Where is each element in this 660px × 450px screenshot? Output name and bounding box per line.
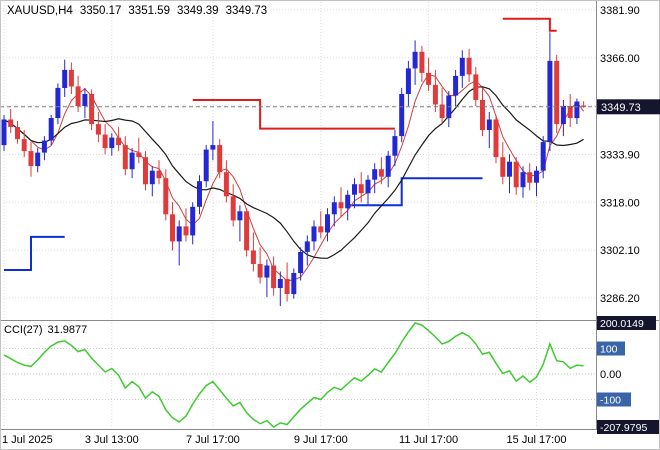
cci-level-badge: [597, 420, 659, 434]
price-axis-label: 3318.00: [600, 197, 640, 209]
cci-axis[interactable]: 200.0149 100 0.00 -100 -207.9795: [597, 316, 659, 434]
cci-level-badge: [597, 392, 631, 407]
price-axis-label: 3366.00: [600, 53, 640, 65]
current-price-badge: [597, 99, 660, 115]
time-axis-label: 1 Jul 2025: [2, 434, 53, 446]
cci-line: [3, 322, 584, 428]
cci-value: 31.9877: [47, 324, 88, 336]
cci-level-badge: [597, 341, 625, 356]
current-price-badge-text: 3349.73: [601, 102, 641, 114]
time-axis[interactable]: 1 Jul 2025 3 Jul 13:00 7 Jul 17:00 9 Jul 17…: [2, 434, 566, 446]
cci-indicator-header: CCI(27) 31.9877: [4, 324, 92, 336]
time-axis-label: 11 Jul 17:00: [399, 434, 458, 446]
time-axis-label: 15 Jul 17:00: [507, 434, 567, 446]
cci-level-badge: [597, 316, 656, 330]
support-step-line: [4, 177, 483, 271]
time-axis-label: 9 Jul 17:00: [294, 434, 348, 446]
high-value: 3351.59: [128, 5, 170, 17]
cci-label: CCI(27): [4, 324, 43, 336]
low-value: 3349.39: [176, 5, 219, 17]
cci-level-badge-text: 200.0149: [600, 318, 644, 330]
close-value: 3349.73: [225, 5, 268, 17]
candles-layer: [1, 32, 587, 307]
price-axis-label: 3381.90: [600, 5, 640, 17]
time-axis-label: 3 Jul 13:00: [85, 434, 139, 446]
grid-layer: [0, 2, 596, 428]
price-axis-label: 3333.90: [600, 150, 640, 162]
time-axis-label: 7 Jul 17:00: [186, 434, 240, 446]
chart-header: XAUUSD,H4 3350.17 3351.59 3349.39 3349.73: [7, 5, 274, 17]
ma-slow-line: [3, 86, 584, 259]
price-axis-label: 3302.10: [600, 245, 640, 257]
cci-level-badge-text: 100: [600, 344, 618, 356]
cci-level-badge-text: -100: [600, 395, 621, 407]
cci-level-badge-text: -207.9795: [600, 422, 647, 434]
price-axis-label: 3286.20: [600, 293, 640, 305]
open-value: 3350.17: [79, 5, 122, 17]
price-axis[interactable]: 3381.90 3366.00 3333.90 3318.00 3302.10 3286.…: [597, 5, 660, 305]
resistance-step-line: [192, 17, 557, 130]
cci-axis-label: 0.00: [600, 369, 621, 381]
symbol-period-label: XAUUSD,H4: [7, 5, 73, 17]
